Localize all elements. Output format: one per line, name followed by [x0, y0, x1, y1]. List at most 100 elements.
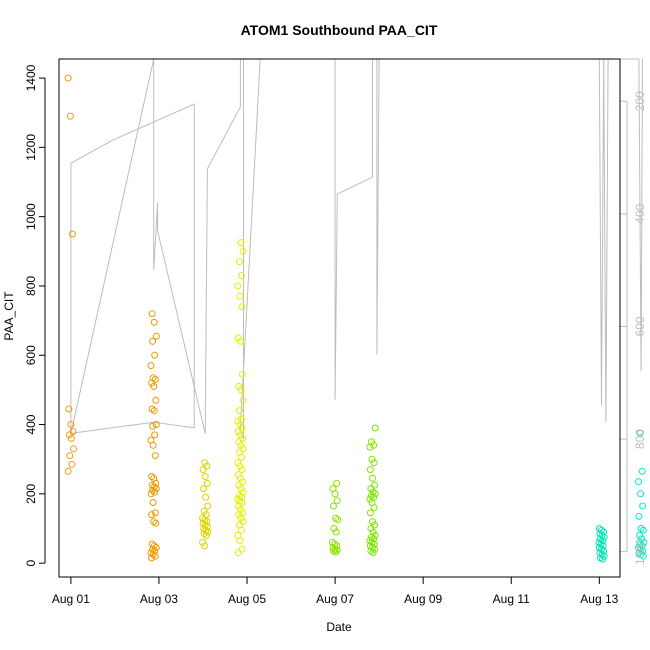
y2-tick-label: 400: [633, 204, 647, 224]
data-point: [235, 492, 243, 500]
data-point: [203, 518, 211, 526]
data-point: [234, 428, 242, 435]
data-point: [637, 545, 645, 553]
data-point: [67, 434, 75, 442]
y-tick-label: 400: [24, 414, 38, 434]
data-point: [239, 478, 246, 486]
y2-tick-label: 1000: [633, 538, 647, 565]
x-tick-label: Aug 03: [140, 592, 178, 606]
data-point: [371, 531, 379, 539]
data-point: [239, 445, 247, 453]
data-point: [332, 528, 340, 536]
data-point: [239, 396, 247, 404]
data-point: [637, 551, 645, 558]
data-point: [236, 537, 244, 545]
data-point: [203, 523, 211, 531]
data-point: [204, 502, 212, 510]
y-tick-label: 800: [24, 276, 38, 296]
data-point: [204, 528, 212, 536]
data-point: [201, 542, 209, 550]
data-point: [331, 490, 339, 498]
data-point: [366, 495, 374, 503]
data-point: [201, 473, 209, 480]
data-point: [235, 382, 243, 390]
data-point: [152, 544, 160, 551]
x-tick-label: Aug 01: [52, 592, 90, 606]
data-point: [600, 547, 608, 555]
data-point: [66, 112, 74, 120]
data-point: [202, 493, 210, 501]
data-point: [370, 459, 378, 467]
data-point: [371, 481, 379, 489]
data-point: [371, 490, 379, 498]
data-point: [597, 540, 605, 548]
data-point: [152, 479, 160, 487]
data-point: [366, 537, 374, 545]
data-point: [65, 405, 73, 413]
data-point: [148, 540, 156, 548]
x-tick-label: Aug 07: [316, 592, 354, 606]
y-axis-label: PAA_CIT: [2, 291, 16, 341]
data-point: [147, 549, 155, 557]
data-point: [239, 370, 246, 378]
data-point: [370, 535, 378, 543]
data-point: [639, 547, 647, 555]
data-point: [600, 533, 608, 541]
data-point: [234, 502, 242, 510]
data-point: [239, 434, 246, 442]
data-point: [201, 459, 209, 467]
data-point: [639, 552, 647, 560]
data-point: [150, 483, 158, 491]
data-point: [595, 538, 603, 546]
data-point: [595, 525, 603, 532]
data-point: [599, 555, 607, 563]
data-point: [64, 467, 72, 475]
x-tick-label: Aug 13: [580, 592, 618, 606]
data-point: [152, 332, 160, 340]
data-point: [151, 376, 159, 383]
y-tick-label: 200: [24, 484, 38, 504]
data-point: [199, 538, 207, 546]
data-point: [149, 499, 157, 506]
data-point: [148, 473, 156, 480]
y2-tick-label: 200: [633, 91, 647, 111]
data-point: [638, 542, 646, 550]
x-axis-label: Date: [326, 620, 352, 634]
data-point: [332, 514, 340, 522]
data-point: [371, 521, 379, 529]
data-point: [200, 525, 208, 532]
data-point: [150, 542, 158, 550]
data-point: [238, 545, 246, 553]
data-point: [330, 502, 337, 510]
data-point: [598, 526, 605, 534]
data-point: [329, 538, 336, 546]
data-point: [147, 490, 155, 498]
data-point: [202, 531, 210, 539]
data-point: [66, 452, 74, 460]
data-point: [148, 379, 156, 387]
data-point: [369, 488, 377, 496]
data-point: [371, 545, 379, 553]
data-point: [148, 511, 156, 519]
data-point: [150, 382, 158, 390]
data-point: [199, 519, 207, 527]
x-tick-label: Aug 05: [228, 592, 266, 606]
data-point: [201, 521, 209, 529]
data-point: [238, 303, 246, 311]
data-point: [367, 525, 375, 532]
data-point: [199, 466, 207, 474]
data-point: [201, 516, 209, 524]
data-point: [333, 479, 341, 487]
data-point: [234, 471, 242, 479]
data-point: [369, 544, 376, 551]
data-point: [238, 526, 245, 534]
data-point: [637, 525, 645, 532]
data-point: [199, 514, 207, 522]
data-point: [369, 549, 377, 557]
secondary-series-line: [70, 58, 643, 440]
data-point: [333, 546, 341, 554]
data-point: [367, 485, 375, 493]
data-point: [203, 462, 211, 470]
data-point: [150, 318, 158, 326]
data-point: [238, 272, 245, 280]
